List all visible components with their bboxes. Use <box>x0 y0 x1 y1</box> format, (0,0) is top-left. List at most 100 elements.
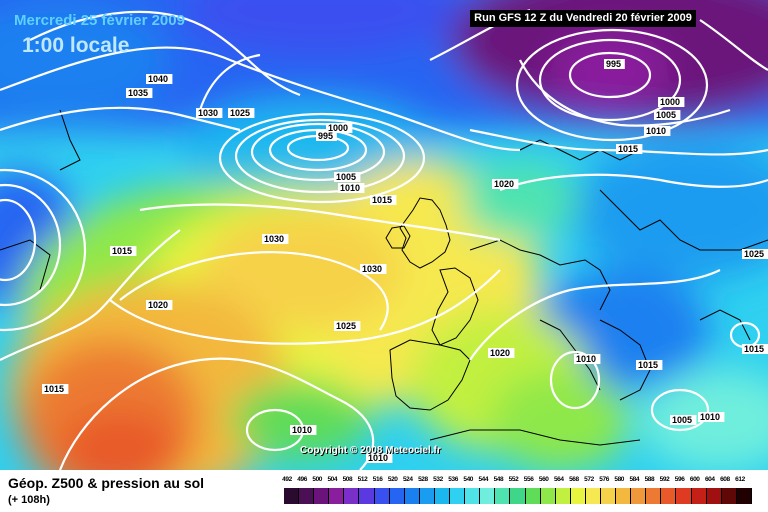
legend-tick: 512 <box>357 476 368 483</box>
isobar-label: 1020 <box>148 300 168 310</box>
isobar-label: 1015 <box>112 246 132 256</box>
isobar-label-bg <box>366 453 393 463</box>
legend-swatch <box>404 488 420 504</box>
legend-swatch <box>706 488 722 504</box>
isobar-label-bg <box>574 354 601 364</box>
isobar-label: 1005 <box>672 415 692 425</box>
legend-tick: 596 <box>674 476 685 483</box>
legend-swatch <box>525 488 541 504</box>
isobar-label: 995 <box>318 131 333 141</box>
isobar-label-bg <box>644 126 671 136</box>
isobar-label: 1015 <box>638 360 658 370</box>
model-run-label: Run GFS 12 Z du Vendredi 20 février 2009 <box>470 10 696 27</box>
isobar-label: 1005 <box>656 110 676 120</box>
isobar-label-bg <box>126 88 153 98</box>
legend-tick: 548 <box>493 476 504 483</box>
legend-ticks: 492 496 500 504 508 512 516 520 524 528 532 536 540 5… <box>282 476 752 488</box>
isobar-label: 1040 <box>148 74 168 84</box>
isobar-label-bg <box>262 234 289 244</box>
legend-swatches <box>284 488 752 504</box>
legend-swatch <box>540 488 556 504</box>
legend-tick: 584 <box>629 476 640 483</box>
legend-swatch <box>555 488 571 504</box>
isobar-label-bg <box>742 249 768 259</box>
isobar-label: 1025 <box>336 321 356 331</box>
isobar-label-bg <box>146 74 173 84</box>
legend-swatch <box>600 488 617 504</box>
legend-tick: 572 <box>584 476 594 483</box>
legend-tick: 576 <box>599 476 609 483</box>
legend-swatch <box>495 488 511 504</box>
legend-tick: 540 <box>463 476 474 483</box>
legend-swatch <box>661 488 677 504</box>
legend-swatch <box>691 488 707 504</box>
legend-tick: 532 <box>433 476 443 483</box>
legend-tick: 504 <box>327 476 338 483</box>
legend-swatch <box>374 488 390 504</box>
legend-swatch <box>419 488 435 504</box>
legend-swatch <box>616 488 632 504</box>
isobar-label-bg <box>370 195 397 205</box>
isobar-label-bg <box>658 97 685 107</box>
legend-tick: 608 <box>720 476 730 483</box>
legend-swatch <box>284 488 300 504</box>
legend-tick: 568 <box>569 476 579 483</box>
legend-tick: 524 <box>402 476 413 483</box>
isobar-label-bg <box>670 415 697 425</box>
local-time: 1:00 locale <box>22 34 130 57</box>
isobar-label: 1030 <box>198 108 218 118</box>
legend-swatch <box>450 488 466 504</box>
legend-tick: 500 <box>312 476 323 483</box>
isobar-label: 1005 <box>336 172 356 182</box>
legend-tick: 600 <box>689 476 700 483</box>
isobar-label-bg <box>742 344 768 354</box>
isobar-label-bg <box>488 348 515 358</box>
isobar-label: 1000 <box>660 97 680 107</box>
legend-swatch <box>510 488 526 504</box>
isobar-label-bg <box>316 131 337 141</box>
isobar-label-bg <box>698 412 725 422</box>
isobar-label-bg <box>636 360 663 370</box>
legend-swatch <box>631 488 647 504</box>
isobar-label-bg <box>616 144 643 154</box>
isobar-label-bg <box>492 179 519 189</box>
isobar-label: 1035 <box>128 88 148 98</box>
isobar-label-bg <box>290 425 317 435</box>
legend-tick: 528 <box>418 476 428 483</box>
legend-tick: 564 <box>553 476 564 483</box>
lead-time: (+ 108h) <box>8 494 50 506</box>
legend-swatch <box>736 488 752 504</box>
legend-tick: 544 <box>478 476 489 483</box>
isobar-label: 1000 <box>328 123 348 133</box>
legend-swatch <box>344 488 360 504</box>
legend-tick: 520 <box>387 476 398 483</box>
legend-swatch <box>389 488 405 504</box>
isobar-label: 1025 <box>230 108 250 118</box>
isobar-label-bg <box>326 123 353 133</box>
isobar-label: 1015 <box>618 144 638 154</box>
legend-tick: 556 <box>523 476 534 483</box>
isobar-label-bg <box>360 264 387 274</box>
legend-swatch <box>434 488 451 504</box>
isobar-label: 1010 <box>340 183 360 193</box>
isobar-label-bg <box>654 110 681 120</box>
isobar-label: 1030 <box>362 264 382 274</box>
isobar-label-bg <box>110 246 137 256</box>
legend-tick: 588 <box>644 476 655 483</box>
legend-tick: 496 <box>297 476 307 483</box>
legend-tick: 508 <box>342 476 353 483</box>
isobar-label: 1010 <box>368 453 388 463</box>
legend-swatch <box>721 488 737 504</box>
legend-swatch <box>676 488 692 504</box>
legend-tick: 536 <box>448 476 458 483</box>
legend-swatch <box>570 488 586 504</box>
isobar-label: 1010 <box>292 425 312 435</box>
legend-swatch <box>359 488 375 504</box>
isobar-label-bg <box>338 183 365 193</box>
isobar-label: 1010 <box>700 412 720 422</box>
legend-tick: 552 <box>508 476 519 483</box>
legend-swatch <box>299 488 315 504</box>
copyright-notice: Copyright © 2008 Meteociel.fr <box>300 445 441 456</box>
product-title: Géop. Z500 & pression au sol <box>8 475 205 491</box>
